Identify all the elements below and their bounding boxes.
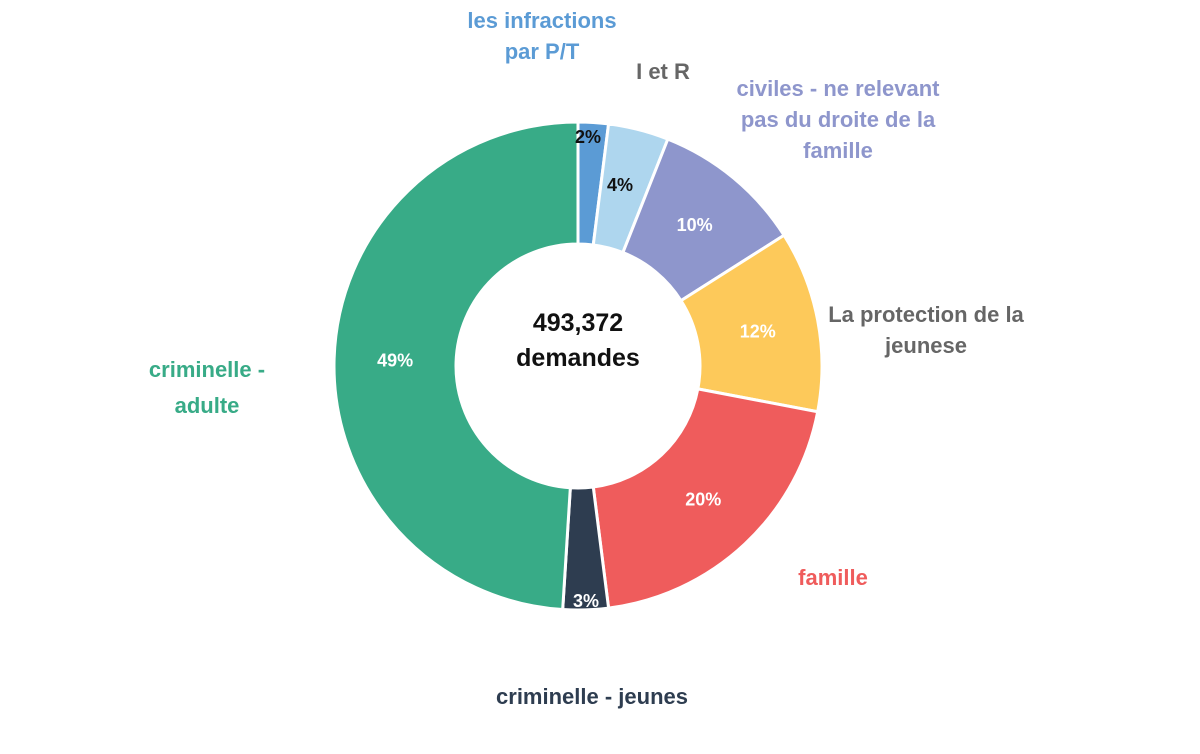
category-label-les-infractions-par-p-t: les infractions par P/T	[467, 8, 616, 64]
donut-slices	[332, 120, 824, 612]
center-total-caption: demandes	[516, 344, 640, 372]
center-total-value: 493,372	[533, 309, 623, 337]
slice-famille	[591, 387, 820, 610]
category-label-criminelle-adulte: criminelle - adulte	[149, 357, 265, 418]
value-label-i-et-r: 4%	[607, 175, 633, 195]
value-label-criminelle-jeunes: 3%	[573, 591, 599, 611]
category-label-line: criminelle -	[149, 357, 265, 382]
category-labels: les infractions par P/T I et R civiles - ne…	[149, 8, 1025, 709]
value-label-civiles-ne-relevant-pas-du-droite-de-la-famille: 10%	[677, 215, 713, 235]
category-label-line: adulte	[175, 393, 240, 418]
percentage-labels: 2% 4% 10% 12% 20% 3% 49%	[377, 127, 776, 611]
category-label-i-et-r: I et R	[636, 59, 690, 84]
value-label-criminelle-adulte: 49%	[377, 350, 413, 370]
category-label-line: La protection de la	[828, 302, 1024, 327]
value-label-famille: 20%	[685, 489, 721, 509]
category-label-line: jeunese	[884, 333, 967, 358]
category-label-line: famille	[798, 565, 868, 590]
category-label-famille: famille	[798, 565, 868, 590]
value-label-la-protection-de-la-jeunese: 12%	[740, 322, 776, 342]
slice-criminelle-adulte	[332, 120, 580, 612]
category-label-la-protection-de-la-jeunese: La protection de la jeunese	[828, 302, 1024, 358]
category-label-line: pas du droite de la	[741, 107, 936, 132]
category-label-line: I et R	[636, 59, 690, 84]
category-label-line: civiles - ne relevant	[737, 76, 941, 101]
category-label-line: criminelle - jeunes	[496, 684, 688, 709]
category-label-line: famille	[803, 138, 873, 163]
category-label-civiles-ne-relevant-pas-du-droite-de-la-famille: civiles - ne relevant pas du droite de la…	[737, 76, 941, 163]
category-label-line: les infractions	[467, 8, 616, 33]
slice-la-protection-de-la-jeunese	[679, 233, 824, 414]
category-label-line: par P/T	[505, 39, 580, 64]
category-label-criminelle-jeunes: criminelle - jeunes	[496, 684, 688, 709]
value-label-les-infractions-par-p-t: 2%	[575, 127, 601, 147]
